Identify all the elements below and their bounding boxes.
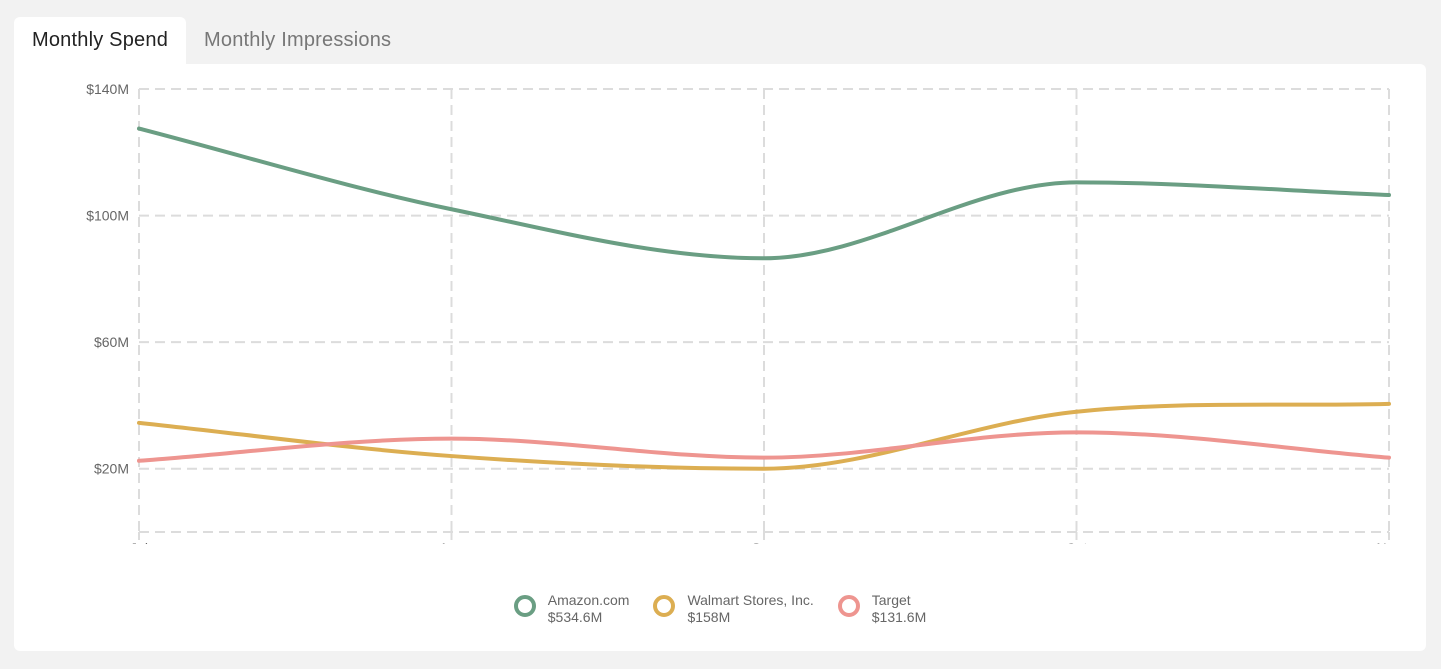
y-tick-label: $20M	[94, 461, 129, 477]
legend-series-total: $534.6M	[547, 609, 603, 625]
y-tick-label: $140M	[86, 81, 129, 97]
legend-series-name: Target	[871, 592, 911, 608]
tab-monthly-impressions[interactable]: Monthly Impressions	[204, 29, 392, 51]
legend-series-total: $158M	[687, 609, 731, 625]
legend-series-name: Amazon.com	[547, 592, 630, 608]
series-line-amazon-com	[137, 126, 1391, 261]
chart-card: $140M $100M $60M $20M Jul Aug Sep Oct Nov Amazon…	[14, 64, 1426, 651]
x-tick-label: Oct	[1066, 540, 1088, 544]
legend-item-walmart[interactable]: Walmart Stores, Inc. $158M	[653, 592, 814, 626]
legend-marker-icon	[837, 595, 860, 617]
x-tick-label: Sep	[752, 540, 777, 544]
x-tick-label: Nov	[1377, 540, 1402, 544]
x-tick-label: Jul	[130, 540, 148, 544]
line-chart: $140M $100M $60M $20M Jul Aug Sep Oct Nov	[86, 81, 1402, 544]
legend-marker-icon	[653, 595, 676, 617]
tab-monthly-spend[interactable]: Monthly Spend	[14, 17, 187, 64]
chart-legend: Amazon.com $534.6M Walmart Stores, Inc. …	[14, 592, 1426, 626]
tab-bar: Monthly Spend Monthly Impressions	[14, 17, 409, 64]
series-line-target	[137, 430, 1391, 463]
legend-marker-icon	[513, 595, 536, 617]
y-tick-label: $60M	[94, 334, 129, 350]
legend-series-total: $131.6M	[871, 609, 927, 625]
x-tick-label: Aug	[439, 540, 464, 544]
y-tick-label: $100M	[86, 208, 129, 224]
series-line-walmart-stores-inc	[137, 401, 1391, 471]
legend-item-amazon[interactable]: Amazon.com $534.6M	[513, 592, 630, 626]
legend-series-name: Walmart Stores, Inc.	[687, 592, 814, 608]
legend-item-target[interactable]: Target $131.6M	[837, 592, 927, 626]
